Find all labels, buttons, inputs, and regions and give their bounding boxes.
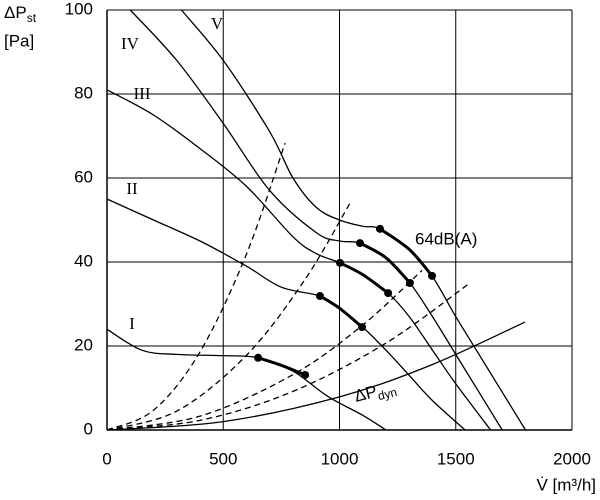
x-tick-label: 1500 (437, 449, 475, 468)
operating-point (375, 224, 384, 233)
x-tick-label: 500 (209, 449, 237, 468)
operating-point (428, 271, 437, 280)
y-label-sub: st (27, 11, 37, 25)
y-label-main: ΔP (4, 3, 27, 22)
curve-label: III (134, 84, 151, 103)
y-tick-label: 100 (65, 0, 93, 18)
operating-point (315, 292, 324, 301)
x-axis-label: V̇ [m³/h] (536, 475, 596, 494)
x-tick-label: 2000 (553, 449, 591, 468)
operating-point (384, 289, 393, 298)
dyn-annotation: ΔPdyn (352, 378, 398, 409)
operating-point (335, 258, 344, 267)
y-tick-label: 20 (74, 335, 93, 354)
curve-label: II (126, 179, 138, 198)
dyn-sub: dyn (376, 385, 398, 403)
y-tick-label: 80 (74, 83, 93, 102)
fan-curve (129, 9, 503, 431)
system-curve (106, 282, 471, 431)
y-tick-label: 40 (74, 251, 93, 270)
system-curve (106, 142, 286, 431)
x-tick-label: 1000 (321, 449, 359, 468)
curve-label: 64dB(A) (415, 229, 477, 248)
curve-label: V (211, 14, 224, 33)
y-axis-unit: [Pa] (4, 31, 34, 50)
operating-point (254, 353, 263, 362)
x-tick-label: 0 (102, 449, 111, 468)
operating-point (405, 279, 414, 287)
system-curve (106, 202, 351, 431)
dyn-main: ΔP (352, 382, 379, 406)
operating-point (358, 323, 367, 332)
fan-curve (106, 89, 492, 431)
y-axis-label: ΔPst (4, 3, 37, 25)
curve-label: IV (121, 34, 140, 53)
fan-curve (106, 321, 526, 431)
fan-curve (106, 328, 387, 431)
operating-point (355, 239, 364, 248)
y-tick-label: 0 (84, 419, 93, 438)
fan-curve (106, 198, 466, 431)
system-curve (106, 269, 423, 431)
fan-curve (180, 9, 527, 431)
y-tick-label: 60 (74, 167, 93, 186)
curve-label: I (129, 314, 135, 333)
fan-curve (257, 227, 434, 377)
operating-point (301, 370, 310, 379)
